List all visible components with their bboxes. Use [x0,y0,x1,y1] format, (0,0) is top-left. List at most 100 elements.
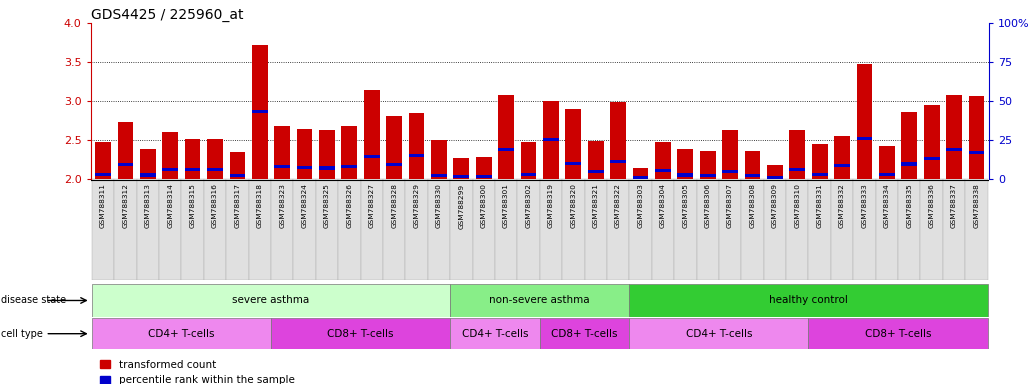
Bar [406,180,427,280]
Bar [427,179,450,182]
Bar [114,179,137,182]
Bar [719,180,742,280]
Bar [834,136,850,179]
Bar [364,90,380,179]
Text: GSM788309: GSM788309 [771,184,778,228]
Text: GSM788311: GSM788311 [100,184,106,228]
Text: GSM788322: GSM788322 [615,184,621,228]
Bar [521,142,537,179]
Bar [831,179,853,182]
Bar [678,174,693,177]
Bar [319,166,335,169]
Bar [297,166,312,169]
Bar [495,180,517,280]
Bar [140,174,156,177]
Bar [92,318,271,349]
Bar [588,141,604,179]
Bar [386,163,402,166]
Bar [786,179,809,182]
Text: GSM788330: GSM788330 [436,184,442,228]
Bar [319,130,335,179]
Bar [742,180,763,280]
Bar [655,169,671,172]
Bar [767,176,783,179]
Bar [876,180,898,280]
Bar [95,173,111,176]
Bar [763,179,786,182]
Bar [809,180,831,280]
Bar [921,180,942,280]
Bar [898,179,921,182]
Text: GSM788331: GSM788331 [817,184,823,228]
Bar [543,138,558,141]
Bar [271,318,450,349]
Text: GSM788302: GSM788302 [525,184,531,228]
Bar [342,126,357,179]
Bar [901,113,917,179]
Bar [921,179,942,182]
Bar [812,173,827,176]
Bar [294,180,316,280]
Text: GSM788328: GSM788328 [391,184,398,228]
Bar [540,179,562,182]
Bar [652,180,674,280]
Text: GSM788313: GSM788313 [145,184,150,228]
Bar [629,179,652,182]
Bar [607,180,629,280]
Bar [924,157,939,160]
Bar [901,162,917,166]
Bar [588,170,604,174]
Bar [316,179,338,182]
Bar [719,179,742,182]
Bar [632,169,648,179]
Bar [252,110,268,113]
Bar [674,179,696,182]
Text: CD8+ T-cells: CD8+ T-cells [328,329,393,339]
Bar [499,147,514,151]
Bar [742,179,763,182]
Bar [207,168,222,171]
Text: disease state: disease state [1,295,66,306]
Bar [565,162,581,165]
Bar [831,180,853,280]
Bar [655,142,671,179]
Bar [117,122,133,179]
Bar [540,318,629,349]
Bar [968,151,985,154]
Bar [360,179,383,182]
Bar [876,179,898,182]
Bar [342,166,357,169]
Bar [230,152,245,179]
Text: GSM788315: GSM788315 [190,184,196,228]
Bar [495,179,517,182]
Text: GSM788312: GSM788312 [123,184,129,228]
Bar [338,180,360,280]
Bar [406,179,427,182]
Bar [432,140,447,179]
Text: GSM788337: GSM788337 [951,184,957,228]
Bar [409,113,424,179]
Bar [338,179,360,182]
Text: GSM788335: GSM788335 [906,184,913,228]
Text: GSM788314: GSM788314 [167,184,173,228]
Legend: transformed count, percentile rank within the sample: transformed count, percentile rank withi… [96,356,299,384]
Text: GSM788333: GSM788333 [861,184,867,228]
Bar [476,157,491,179]
Bar [137,179,159,182]
Bar [699,151,716,179]
Bar [789,168,805,171]
Bar [271,179,294,182]
Text: GSM788303: GSM788303 [638,184,644,228]
Bar [137,180,159,280]
Bar [968,96,985,179]
Bar [565,109,581,179]
Bar [450,180,473,280]
Text: GSM788323: GSM788323 [279,184,285,228]
Bar [140,149,156,179]
Text: GSM788325: GSM788325 [324,184,330,228]
Bar [722,129,737,179]
Bar [181,180,204,280]
Bar [898,180,921,280]
Bar [607,179,629,182]
Bar [786,180,809,280]
